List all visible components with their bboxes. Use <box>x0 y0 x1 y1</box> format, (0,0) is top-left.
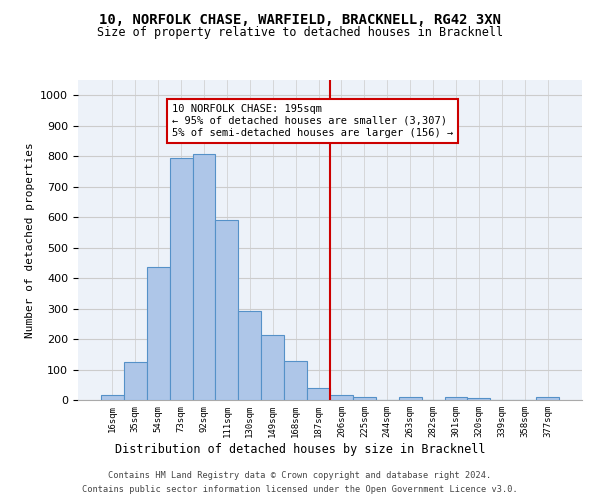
Bar <box>101 394 124 400</box>
Bar <box>467 398 490 400</box>
Bar <box>261 335 284 400</box>
Bar <box>536 397 559 400</box>
Bar <box>445 397 467 400</box>
Bar <box>170 158 193 400</box>
Bar <box>353 397 376 400</box>
Bar <box>124 362 147 400</box>
Bar <box>215 220 238 400</box>
Text: 10 NORFOLK CHASE: 195sqm
← 95% of detached houses are smaller (3,307)
5% of semi: 10 NORFOLK CHASE: 195sqm ← 95% of detach… <box>172 104 453 138</box>
Bar <box>238 311 261 400</box>
Y-axis label: Number of detached properties: Number of detached properties <box>25 142 35 338</box>
Bar <box>284 362 307 400</box>
Bar <box>307 388 330 400</box>
Text: Contains public sector information licensed under the Open Government Licence v3: Contains public sector information licen… <box>82 485 518 494</box>
Text: 10, NORFOLK CHASE, WARFIELD, BRACKNELL, RG42 3XN: 10, NORFOLK CHASE, WARFIELD, BRACKNELL, … <box>99 12 501 26</box>
Bar <box>330 396 353 400</box>
Bar <box>399 397 422 400</box>
Bar <box>147 268 170 400</box>
Text: Size of property relative to detached houses in Bracknell: Size of property relative to detached ho… <box>97 26 503 39</box>
Bar <box>193 154 215 400</box>
Text: Distribution of detached houses by size in Bracknell: Distribution of detached houses by size … <box>115 442 485 456</box>
Text: Contains HM Land Registry data © Crown copyright and database right 2024.: Contains HM Land Registry data © Crown c… <box>109 471 491 480</box>
